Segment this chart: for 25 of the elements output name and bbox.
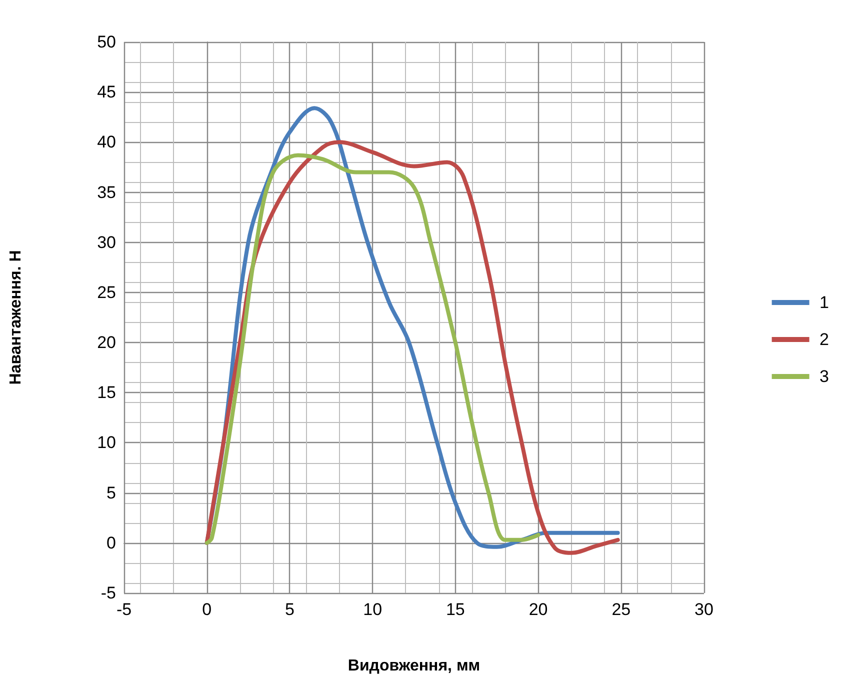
legend-label: 2: [820, 330, 830, 349]
x-tick-label: 25: [612, 600, 631, 619]
y-tick-label: 5: [106, 483, 116, 502]
x-tick-label: 30: [694, 600, 714, 619]
y-tick-label: 45: [97, 82, 116, 102]
legend-label: 3: [820, 367, 830, 386]
x-tick-label: 0: [202, 600, 212, 619]
y-tick-label: 15: [97, 383, 116, 402]
y-tick-label: 40: [97, 132, 116, 152]
legend-label: 1: [820, 293, 830, 312]
x-tick-label: 20: [528, 600, 548, 619]
y-tick-label: 30: [97, 232, 116, 252]
y-tick-label: 35: [97, 182, 116, 202]
y-tick-label: -5: [100, 584, 116, 602]
x-tick-label: 5: [284, 600, 294, 619]
y-tick-label: 10: [97, 433, 116, 452]
y-axis-title: Навантаження. Н: [8, 250, 24, 385]
y-tick-label: 25: [97, 282, 116, 302]
y-tick-label: 0: [106, 533, 116, 552]
x-tick-label: 10: [363, 600, 382, 619]
y-tick-label: 20: [97, 333, 116, 352]
line-series: [204, 153, 540, 545]
x-axis-title: Видовження, мм: [348, 658, 480, 674]
y-tick-label: 50: [97, 32, 116, 52]
x-tick-label: 15: [446, 600, 465, 619]
